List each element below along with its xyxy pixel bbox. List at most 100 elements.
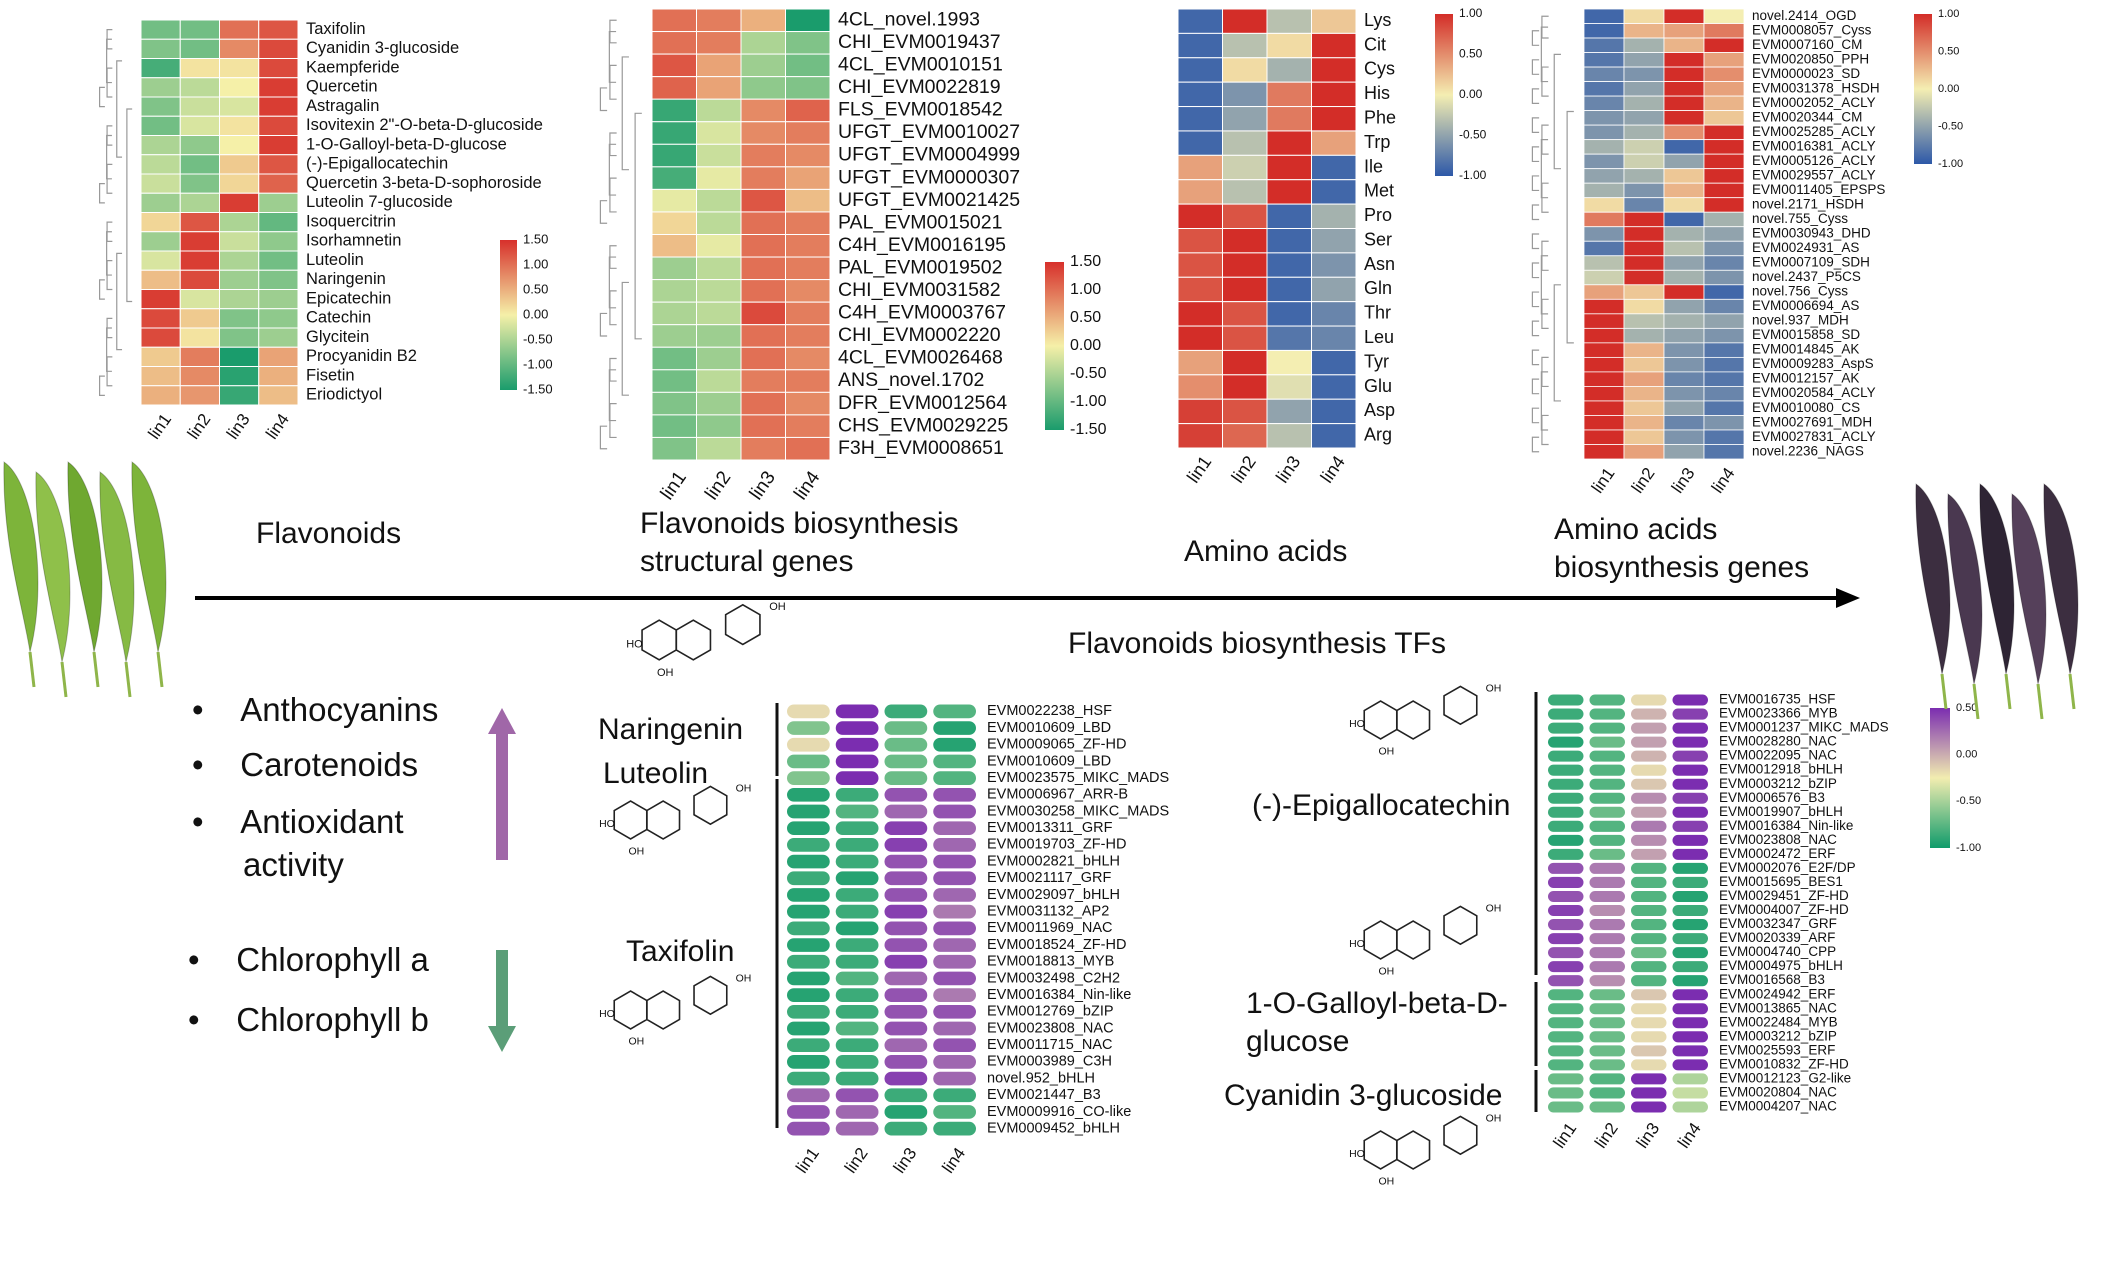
tfs_left-cell (884, 971, 928, 986)
flavonoids-legend-tick: 1.50 (523, 231, 548, 246)
green-pepper-pod-stem (60, 661, 68, 698)
structural_genes-cell (785, 98, 831, 123)
structural_genes-legend-tick: 1.00 (1070, 281, 1101, 298)
aa_genes-cell (1623, 240, 1665, 257)
amino_acids-cell (1222, 8, 1268, 34)
tfs_right-cell (1672, 989, 1708, 1001)
aa_genes-cell (1623, 313, 1665, 329)
tfs_right-cell (1631, 834, 1667, 846)
aa_genes-row-label: EVM0000023_SD (1752, 66, 1860, 81)
tfs_left-cell (787, 1088, 830, 1103)
tfs_right-cell (1548, 792, 1584, 804)
tfs_left-cell (835, 838, 879, 852)
tfs_right-row-label: EVM0002076_E2F/DP (1719, 860, 1856, 875)
aa_genes-cell (1663, 37, 1705, 53)
amino_acids-cell (1266, 228, 1312, 254)
aa_genes-cell (1703, 182, 1745, 199)
tfs_right-row-label: EVM0004740_CPP (1719, 944, 1836, 959)
tfs_left-cell (933, 1055, 976, 1069)
amino_acids-legend-tick: 1.00 (1459, 6, 1483, 20)
tfs_left-row-label: EVM0023575_MIKC_MADS (987, 770, 1169, 786)
tfs_right-cell (1672, 947, 1708, 959)
flavonoids-cell (258, 385, 299, 406)
flavonoids-cell (140, 77, 181, 98)
aa_genes-row-label: EVM0030943_DHD (1752, 226, 1871, 241)
flavonoids-cell (219, 289, 260, 310)
amino_acids-cell (1266, 374, 1312, 400)
flavonoids-legend-tick: 0.00 (523, 306, 548, 321)
structural_genes-cell (740, 166, 786, 190)
flavonoids-dendro-branch (116, 252, 123, 351)
aa_genes-cell (1623, 226, 1665, 242)
tfs_right-cell (1548, 919, 1584, 931)
aa_genes-dendro-branch (1531, 146, 1540, 163)
tfs_left-cell (933, 1038, 976, 1053)
tfs_right-cell (1672, 750, 1708, 762)
tfs_right-row-label: EVM0015695_BES1 (1719, 874, 1843, 889)
amino_acids-row-label: Asp (1364, 400, 1395, 420)
aa_genes-cell (1663, 255, 1705, 271)
tfs_left-cell (884, 1105, 928, 1119)
amino_acids-cell (1311, 349, 1357, 376)
tfs_left-cell (933, 938, 976, 952)
tfs_left-row-label: novel.952_bHLH (987, 1070, 1095, 1086)
naringenin-atom-label: OH (657, 667, 674, 679)
aa_genes-cell (1623, 81, 1665, 97)
flavonoids-row-label: Luteolin (306, 251, 364, 269)
flavonoids-cell (219, 250, 260, 271)
structural_genes-cell (740, 346, 786, 371)
aa_genes-legend-tick: -1.00 (1938, 158, 1963, 170)
amino_acids-row-label: Trp (1364, 132, 1390, 152)
structural_genes-cell (785, 324, 831, 348)
tfs_right-row-label: EVM0022095_NAC (1719, 748, 1837, 763)
aa_genes-row-label: EVM0007160_CM (1752, 37, 1862, 52)
tfs_right-cell (1548, 1101, 1584, 1113)
flavonoids-dendro-branch (106, 327, 112, 372)
purple-pepper-pod (2043, 483, 2079, 675)
tfs_right-row-label: EVM0012123_G2-like (1719, 1070, 1851, 1085)
structural_genes-cell (740, 279, 786, 303)
flavonoids-legend-tick: 1.00 (523, 256, 548, 271)
tfs_right-legend-tick: 0.00 (1956, 749, 1977, 761)
tfs_right-cell (1672, 1087, 1708, 1099)
structural_genes-row-label: UFGT_EVM0021425 (838, 189, 1020, 211)
tfs_left-cell (787, 704, 830, 719)
structural_genes-cell (696, 436, 742, 461)
tfs_right-row-label: EVM0024942_ERF (1719, 986, 1835, 1001)
tfs_right-cell (1631, 1087, 1667, 1099)
aa_genes-row-label: EVM0009283_AspS (1752, 356, 1874, 371)
tfs_left-cell (884, 1071, 928, 1086)
flavonoids-cell (179, 212, 220, 233)
flavonoids-cell (179, 115, 220, 136)
flavonoids-cell (179, 346, 220, 367)
tfs_right-cell (1589, 750, 1625, 762)
tfs_right-cell (1672, 806, 1708, 818)
aa_genes-legend-bar (1914, 14, 1932, 164)
trait-chlorophyll-b: • Chlorophyll b (188, 1001, 429, 1038)
structural_genes-row-label: CHS_EVM0029225 (838, 414, 1008, 436)
galloyl-glucose-atom-label: OH (1379, 965, 1395, 977)
structural_genes-dendro-branch (621, 281, 629, 396)
amino_acids-cell (1266, 32, 1312, 59)
aa_genes-row-label: EVM0027691_MDH (1752, 414, 1872, 429)
aa_genes-cell (1703, 153, 1745, 170)
structural_genes-dendro-branch (599, 200, 608, 224)
structural_genes-row-label: 4CL_EVM0026468 (838, 347, 1003, 369)
tfs_left-row-label: EVM0023808_NAC (987, 1020, 1114, 1036)
aa_genes-row-label: EVM0020584_ACLY (1752, 385, 1876, 400)
aa_genes-row-label: EVM0020344_CM (1752, 109, 1862, 124)
molecule-cyanidin-label: Cyanidin 3-glucoside (1224, 1079, 1503, 1112)
amino_acids-cell (1177, 325, 1223, 351)
tfs_left-cell (933, 988, 976, 1002)
green-pepper-pod (3, 461, 39, 653)
structural_genes-cell (696, 346, 742, 371)
tfs_right-cell (1548, 989, 1584, 1001)
flavonoids-cell (140, 192, 181, 213)
structural_genes-dendro-branch (608, 256, 617, 309)
tfs_left-row-label: EVM0021447_B3 (987, 1087, 1101, 1103)
aa_genes-row-label: EVM0016381_ACLY (1752, 138, 1876, 153)
tfs_right-row-label: EVM0010832_ZF-HD (1719, 1056, 1849, 1071)
flavonoids-row-label: Isoquercitrin (306, 212, 396, 230)
tfs_left-row-label: EVM0032498_C2H2 (987, 970, 1120, 986)
